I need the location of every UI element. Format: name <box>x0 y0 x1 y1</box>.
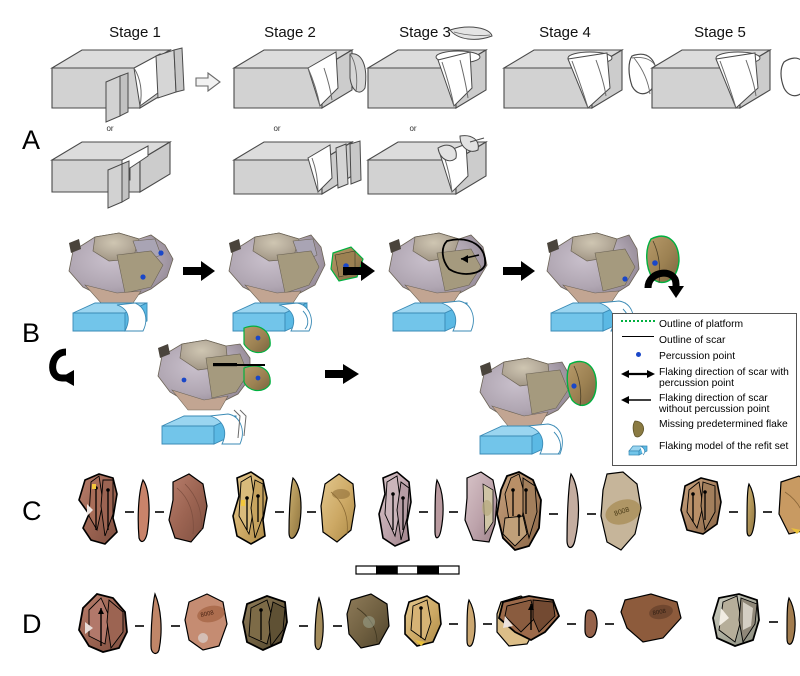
legend-label-flaking-without-pp: Flaking direction of scar without percus… <box>659 392 770 416</box>
stage-header-4: Stage 4 <box>539 24 591 41</box>
panel-b-photos-row2 <box>49 325 271 445</box>
legend-item-platform: Outline of platform <box>617 318 793 332</box>
legend-label-flaking-with-pp: Flaking direction of scar with percussio… <box>659 367 789 390</box>
stage2-block-primary <box>232 49 367 109</box>
legend-label-scar: Outline of scar <box>659 335 726 346</box>
panel-b-arrow-4 <box>325 364 359 384</box>
refit-core-step-6 <box>479 357 597 427</box>
blue-dot-icon <box>617 350 659 357</box>
flaking-model-2 <box>232 302 312 332</box>
stage3-block-alternative <box>366 135 488 195</box>
refit-core-step-2 <box>228 232 364 304</box>
refit-core-step-5 <box>157 325 271 411</box>
flaking-model-3 <box>392 300 474 332</box>
panel-a-diagrams <box>50 26 800 209</box>
rotate-right-arrow-icon <box>644 269 684 298</box>
refit-core-step-4 <box>546 232 680 304</box>
flaking-model-6 <box>479 423 563 455</box>
legend-item-flaking-without-pp: Flaking direction of scar without percus… <box>617 392 793 416</box>
panel-b-scale-bar <box>213 363 265 367</box>
panel-letter-c: C <box>22 496 42 526</box>
panel-letter-b: B <box>22 318 41 348</box>
legend-item-missing-flake: Missing predetermined flake <box>617 418 793 438</box>
panel-d-artifacts: 8008 11042 <box>78 592 796 655</box>
double-headed-arrow-icon <box>617 366 659 380</box>
svg-text:8008: 8008 <box>652 609 667 617</box>
stage-header-1: Stage 1 <box>109 24 161 41</box>
panel-b-arrow-1 <box>183 261 215 281</box>
refit-core-step-3 <box>388 232 488 304</box>
panel-c-group-2 <box>232 471 356 545</box>
legend-box: Outline of platform Outline of scar Perc… <box>612 313 797 466</box>
flaking-model-1 <box>72 302 148 332</box>
svg-text:8008: 8008 <box>200 610 215 619</box>
stage3-block-primary <box>366 26 493 109</box>
panel-b-photos-right-column <box>479 357 597 455</box>
legend-label-missing-flake: Missing predetermined flake <box>659 418 788 430</box>
panel-c-group-5 <box>680 475 800 537</box>
panel-c-artifacts: 8008 <box>78 471 800 552</box>
panel-letter-d: D <box>22 609 42 639</box>
dotted-green-line-icon <box>617 318 659 322</box>
panel-c-group-4: 8008 <box>496 471 642 552</box>
panel-c-group-3 <box>378 471 498 547</box>
panel-b-photos-row1 <box>68 232 680 332</box>
panel-a-arrow-1 <box>195 71 221 93</box>
panel-letter-a: A <box>22 125 41 155</box>
single-headed-arrow-icon <box>617 392 659 406</box>
stage4-block-primary <box>502 49 657 109</box>
legend-label-platform: Outline of platform <box>659 319 744 330</box>
stage5-block-primary <box>650 49 800 109</box>
stage3-or-label: or <box>409 124 417 133</box>
stage2-or-label: or <box>273 124 281 133</box>
refit-core-step-1 <box>68 232 174 304</box>
legend-item-percussion: Percussion point <box>617 350 793 364</box>
stage2-block-alternative <box>232 140 362 195</box>
stage-header-3: Stage 3 <box>399 24 451 41</box>
blue-block-shape-icon <box>617 440 659 456</box>
legend-label-flaking-model: Flaking model of the refit set <box>659 440 789 452</box>
legend-item-flaking-with-pp: Flaking direction of scar with percussio… <box>617 366 793 390</box>
stage1-or-label: or <box>106 124 114 133</box>
solid-black-line-icon <box>617 334 659 337</box>
panel-d-group-4: 8008 <box>497 593 682 643</box>
panel-d-group-5 <box>712 593 796 647</box>
stage-header-2: Stage 2 <box>264 24 316 41</box>
panel-b-arrow-3 <box>503 261 535 281</box>
svg-text:8008: 8008 <box>613 506 630 518</box>
flaking-model-5 <box>161 409 247 445</box>
panel-d-group-2 <box>242 593 390 651</box>
stage1-block-alternative <box>50 141 172 209</box>
legend-label-percussion: Percussion point <box>659 351 736 362</box>
panel-d-group-1: 8008 <box>78 592 228 655</box>
stage1-block-primary <box>50 47 185 123</box>
stage-header-5: Stage 5 <box>694 24 746 41</box>
legend-item-scar: Outline of scar <box>617 334 793 348</box>
khaki-flake-shape-icon <box>617 418 659 438</box>
panel-c-group-1 <box>78 473 208 545</box>
rotate-left-arrow-icon <box>49 348 74 386</box>
legend-item-flaking-model: Flaking model of the refit set <box>617 440 793 456</box>
panel-b-arrow-2 <box>343 261 375 281</box>
main-scale-bar <box>355 565 460 575</box>
